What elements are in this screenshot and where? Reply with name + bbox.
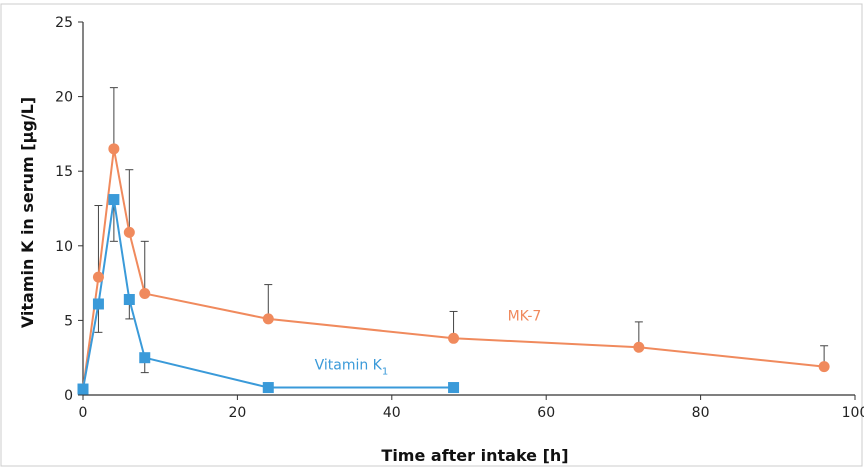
data-point-vitamin-k1 [123,294,135,306]
y-tick-label: 10 [55,239,73,255]
x-tick-label: 80 [692,405,710,421]
axes [82,22,855,396]
x-axis-title: Time after intake [h] [381,446,568,465]
data-point-mk-7 [818,361,830,373]
y-tick-label: 15 [55,164,73,180]
y-tick-label: 25 [55,15,73,31]
x-tick-label: 100 [842,405,864,421]
y-tick-label: 20 [55,90,73,106]
data-point-vitamin-k1 [139,352,151,364]
tick-group: 0 20 40 60 80 100 0 5 10 15 20 25 [55,15,864,421]
data-point-vitamin-k1 [77,383,89,395]
data-point-mk-7 [448,332,460,344]
data-point-mk-7 [108,143,120,155]
data-point-mk-7 [92,271,104,283]
x-tick-label: 40 [383,405,401,421]
data-point-vitamin-k1 [448,382,460,394]
data-point-vitamin-k1 [92,298,104,310]
x-tick-label: 20 [228,405,246,421]
data-point-mk-7 [139,288,151,300]
x-tick-label: 0 [79,405,88,421]
data-point-mk-7 [262,313,274,325]
y-axis-title: Vitamin K in serum [µg/L] [18,97,37,328]
chart-border [0,3,863,467]
y-tick-label: 0 [64,388,73,404]
data-point-vitamin-k1 [108,194,120,206]
data-point-vitamin-k1 [262,382,274,394]
y-tick-label: 5 [64,313,73,329]
series-label-mk7: MK-7 [508,308,542,324]
data-point-mk-7 [123,226,135,238]
data-point-mk-7 [633,341,645,353]
series-label-vitamin-k1: Vitamin K1 [315,358,389,378]
series-markers [77,143,830,395]
x-tick-label: 60 [537,405,555,421]
